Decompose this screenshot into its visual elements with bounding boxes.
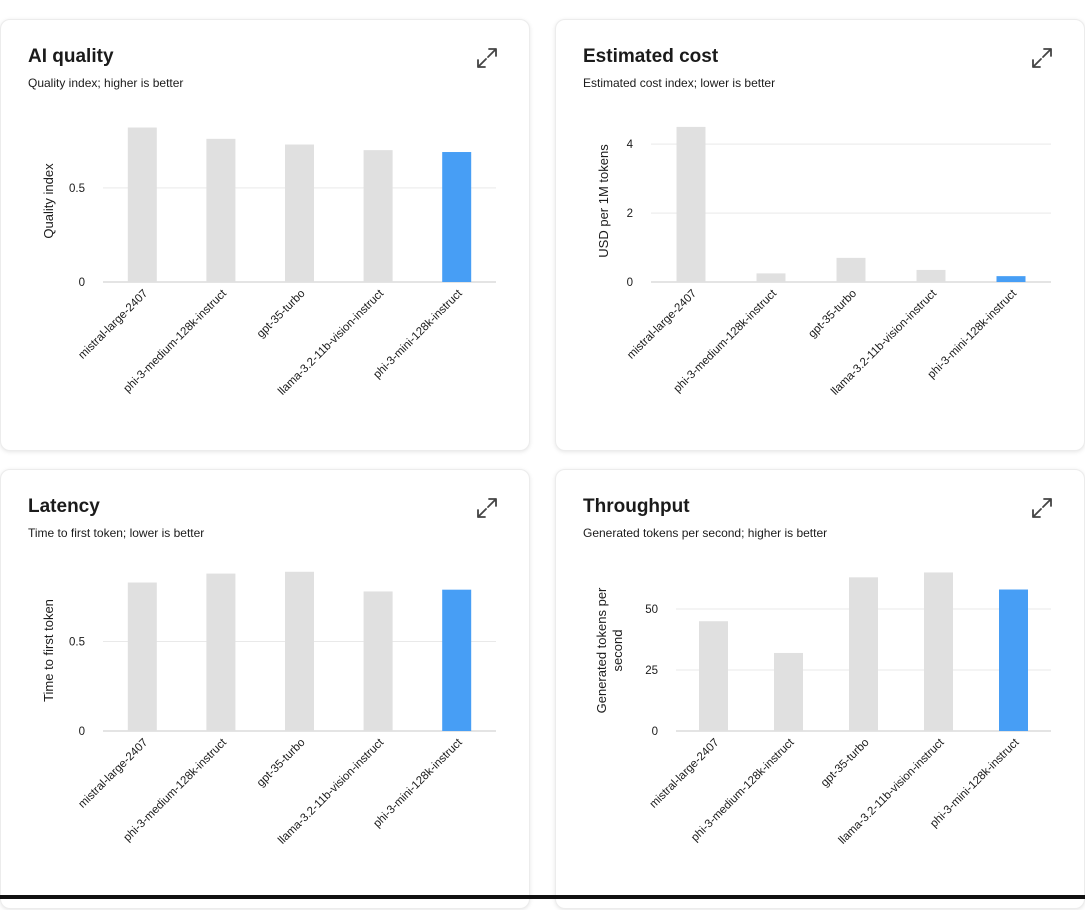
y-tick-label: 25 [645, 665, 658, 677]
throughput-card: Throughput Generated tokens per second; … [555, 469, 1085, 909]
y-tick-label: 0 [652, 726, 658, 738]
x-category-label: mistral-large-2407 [648, 737, 722, 811]
y-axis-title-line: second [610, 630, 625, 672]
bar [836, 257, 866, 282]
bar [127, 127, 157, 282]
bottom-edge-bar [0, 895, 1085, 899]
bar [916, 269, 946, 282]
y-axis-title: USD per 1M tokens [596, 144, 611, 258]
y-tick-label: 0 [627, 277, 633, 289]
y-axis-title: Quality index [41, 163, 56, 239]
y-tick-label: 0.5 [69, 637, 85, 649]
card-title: Throughput [583, 496, 690, 517]
bar [363, 150, 393, 282]
expand-arrows-icon[interactable] [1030, 46, 1054, 70]
x-category-label: phi-3-mini-128k-instruct [371, 736, 465, 830]
card-title: Estimated cost [583, 46, 719, 67]
card-subtitle: Time to first token; lower is better [28, 526, 205, 540]
y-tick-label: 0.5 [69, 183, 85, 195]
y-axis-title-line: Quality index [41, 163, 56, 239]
card-subtitle: Generated tokens per second; higher is b… [583, 526, 828, 540]
x-category-label: phi-3-mini-128k-instruct [926, 287, 1020, 381]
estimated-cost-card: Estimated cost Estimated cost index; low… [555, 19, 1085, 451]
bar [756, 273, 786, 282]
y-tick-label: 50 [645, 604, 658, 616]
y-tick-label: 4 [627, 139, 634, 151]
card-title: AI quality [28, 46, 114, 67]
y-axis-title-line: USD per 1M tokens [596, 144, 611, 258]
bar [285, 571, 314, 731]
card-subtitle: Quality index; higher is better [28, 76, 184, 90]
y-axis-title-line: Generated tokens per [594, 587, 609, 713]
cost-chart: 0 2 4 USD per 1M tokens mistral-large-2407 ph… [596, 126, 1051, 398]
bar [363, 591, 393, 731]
bar [924, 572, 953, 731]
y-axis-title: Time to first token [41, 599, 56, 702]
bar [206, 573, 236, 731]
expand-arrows-icon[interactable] [1030, 496, 1054, 520]
x-category-label: mistral-large-2407 [625, 288, 699, 362]
latency-card: Latency Time to first token; lower is be… [0, 469, 530, 909]
y-tick-label: 2 [627, 208, 633, 220]
x-category-label: gpt-35-turbo [806, 288, 859, 341]
bar [996, 276, 1026, 282]
x-category-label: phi-3-mini-128k-instruct [928, 736, 1022, 830]
bar [849, 577, 878, 731]
x-category-label: gpt-35-turbo [819, 737, 872, 790]
x-category-label: mistral-large-2407 [76, 288, 150, 362]
bar [442, 589, 472, 731]
card-subtitle: Estimated cost index; lower is better [583, 76, 776, 90]
bar [999, 589, 1028, 731]
x-category-label: gpt-35-turbo [255, 737, 308, 790]
y-axis-title: Generated tokens persecond [594, 587, 625, 713]
bar [676, 126, 706, 282]
bar [206, 138, 236, 282]
bar [774, 652, 803, 731]
latency-chart: 0 0.5 Time to first token mistral-large-240… [41, 571, 496, 847]
bar [127, 582, 157, 731]
bar [442, 152, 472, 282]
throughput-chart: 0 25 50 Generated tokens persecond mistral-l… [594, 572, 1051, 847]
card-title: Latency [28, 496, 100, 517]
expand-arrows-icon[interactable] [475, 496, 499, 520]
expand-arrows-icon[interactable] [475, 46, 499, 70]
x-category-label: phi-3-mini-128k-instruct [371, 287, 465, 381]
bar [285, 144, 314, 282]
quality-chart: 0 0.5 Quality index mistral-large-2407 phi-3… [41, 127, 496, 398]
ai-quality-card: AI quality Quality index; higher is bett… [0, 19, 530, 451]
y-tick-label: 0 [79, 726, 85, 738]
bar [699, 621, 728, 731]
x-category-label: gpt-35-turbo [255, 288, 308, 341]
x-category-label: mistral-large-2407 [76, 737, 150, 811]
y-axis-title-line: Time to first token [41, 599, 56, 702]
y-tick-label: 0 [79, 277, 85, 289]
